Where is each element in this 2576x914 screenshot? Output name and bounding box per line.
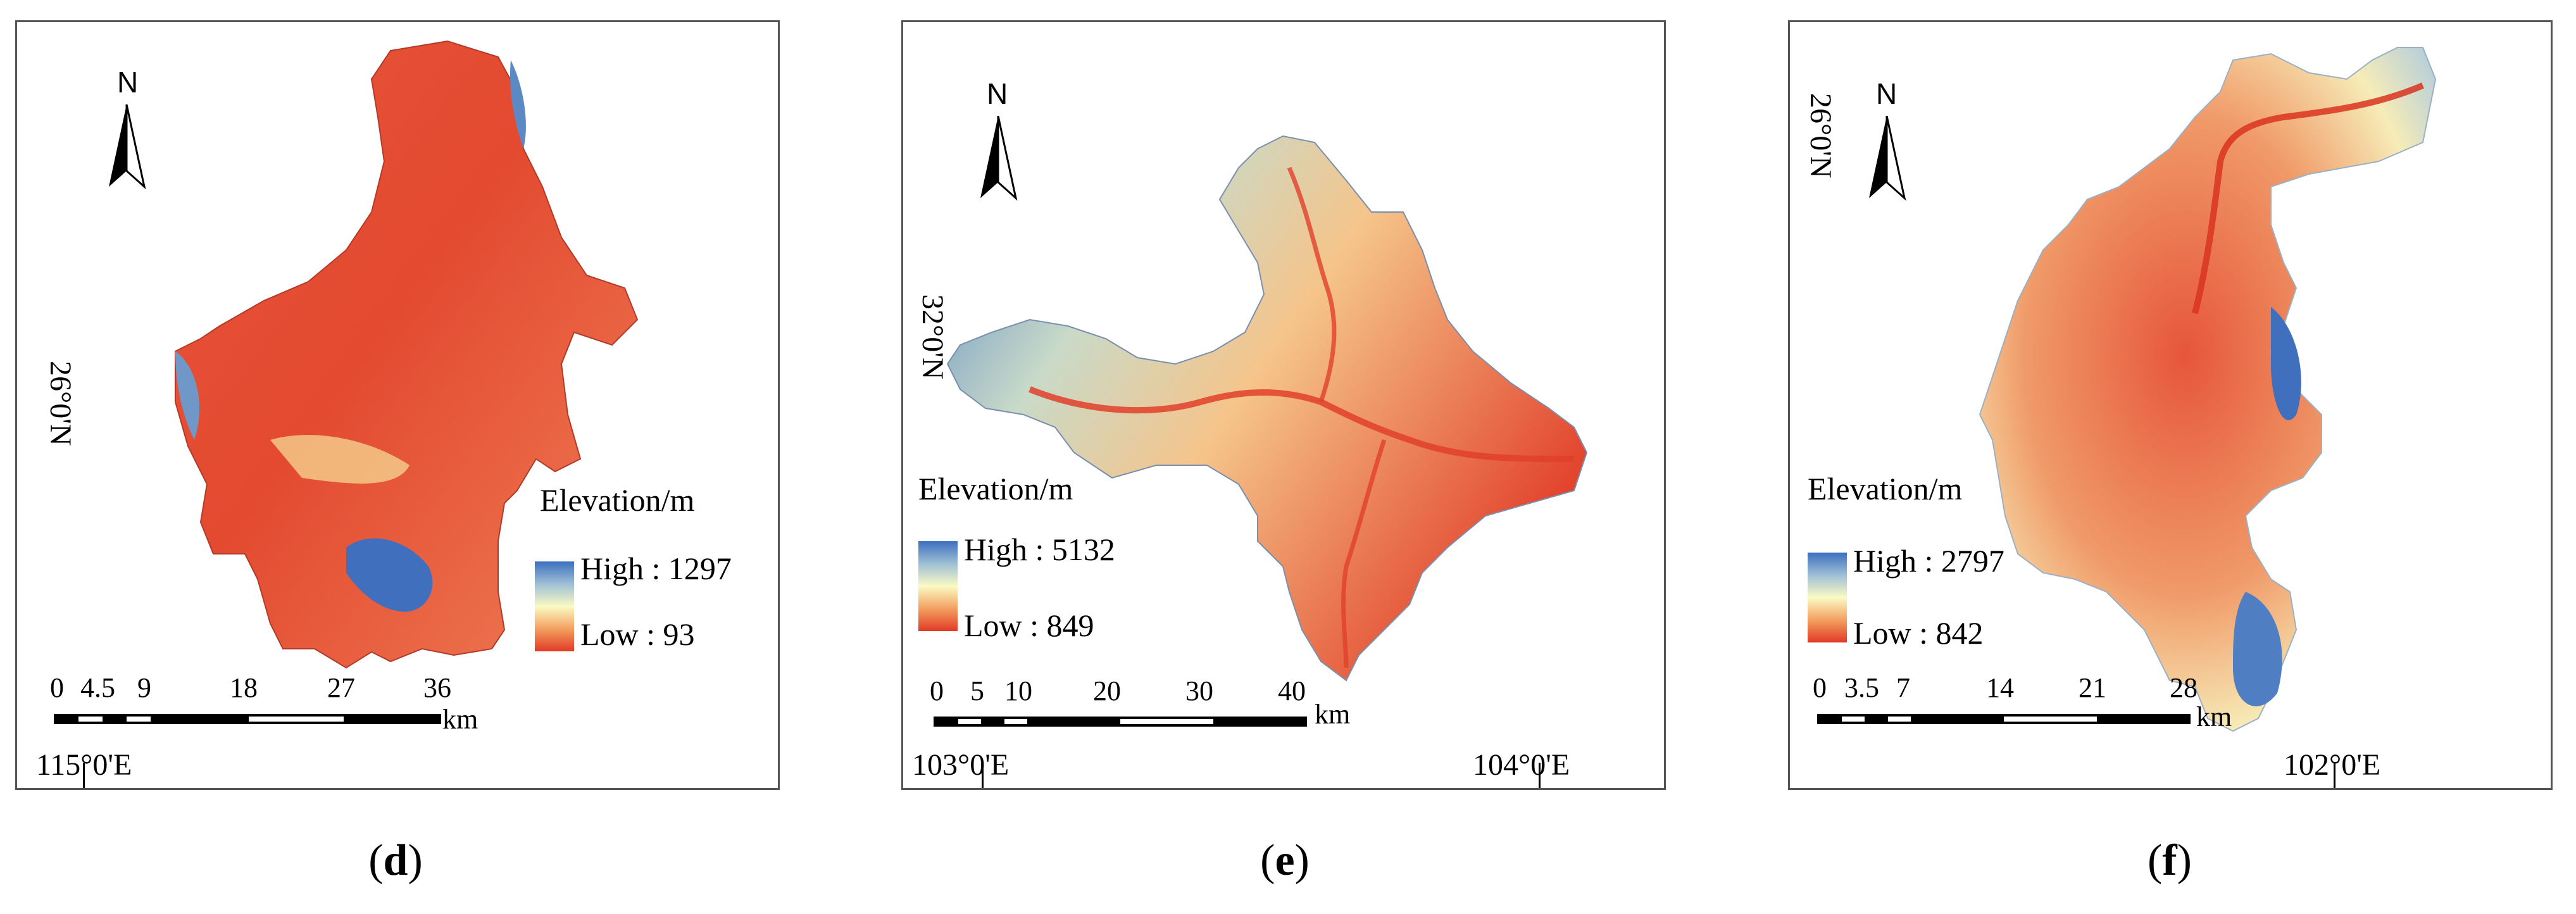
- legend-high-f: High : 2797: [1853, 543, 2004, 579]
- scale-tick-f-0: 0: [1813, 672, 1827, 703]
- terrain-polygon-d: [175, 40, 639, 669]
- highland-patch-d3: [510, 60, 526, 149]
- scale-tick-f-1: 3.5: [1844, 672, 1879, 703]
- scale-tick-e-0: 0: [930, 675, 944, 706]
- scale-tick-f-4: 21: [2079, 672, 2106, 703]
- scale-tick-e-5: 40: [1278, 675, 1306, 706]
- lon-tick-f: [2334, 763, 2335, 788]
- longitude-label-f-0: 102°0'E: [2284, 748, 2381, 782]
- north-label-f: N: [1876, 77, 1898, 110]
- scale-bar-e: [934, 717, 1307, 727]
- legend-title-e: Elevation/m: [918, 471, 1073, 506]
- legend-low-d: Low : 93: [580, 617, 695, 652]
- highland-patch-f2: [2233, 592, 2282, 706]
- elevation-map-e: [946, 135, 1588, 682]
- scale-tick-e-3: 20: [1093, 675, 1121, 706]
- longitude-label-d-0: 115°0'E: [36, 748, 132, 782]
- north-arrow-icon-f: [1869, 116, 1906, 201]
- lon-tick-e-1: [1539, 763, 1541, 788]
- legend-ramp-d: [535, 561, 574, 651]
- valley-patch-d: [270, 435, 410, 484]
- scale-tick-e-1: 5: [970, 675, 984, 706]
- terrain-polygon-e: [946, 135, 1588, 682]
- scale-tick-f-3: 14: [1986, 672, 2014, 703]
- legend-low-e: Low : 849: [964, 608, 1094, 643]
- river-e-north: [1287, 166, 1337, 403]
- longitude-label-e-1: 104°0'E: [1473, 748, 1570, 782]
- map-panel-f: N 26°0'N Elevation/m High : 2797 Low : 8…: [1788, 20, 2553, 790]
- legend-ramp-f: [1808, 553, 1847, 642]
- legend-title-f: Elevation/m: [1808, 471, 1963, 506]
- north-arrow-icon-e: [980, 116, 1018, 201]
- river-f-main: [2192, 82, 2424, 315]
- longitude-label-e-0: 103°0'E: [912, 748, 1010, 782]
- scale-tick-d-3: 18: [230, 672, 258, 703]
- scale-bar-d: [54, 714, 441, 724]
- latitude-label-d: 26°0'N: [44, 361, 77, 446]
- scale-tick-d-0: 0: [50, 672, 64, 703]
- lon-tick-d: [83, 763, 85, 788]
- scale-tick-d-5: 36: [423, 672, 451, 703]
- north-label-e: N: [987, 77, 1008, 110]
- panel-caption-f: (f): [2148, 836, 2192, 885]
- scale-tick-d-4: 27: [327, 672, 355, 703]
- latitude-label-e: 32°0'N: [916, 294, 949, 380]
- elevation-map-d: [175, 40, 639, 669]
- scale-bar-f: [1817, 714, 2191, 724]
- scale-unit-f: km: [2196, 701, 2232, 732]
- scale-unit-e: km: [1315, 699, 1351, 730]
- legend-low-f: Low : 842: [1853, 615, 1984, 651]
- scale-unit-d: km: [442, 704, 478, 735]
- north-label-d: N: [117, 66, 139, 99]
- scale-tick-d-2: 9: [137, 672, 151, 703]
- elevation-map-f: [1979, 47, 2437, 732]
- scale-tick-e-4: 30: [1185, 675, 1213, 706]
- legend-high-d: High : 1297: [580, 551, 732, 586]
- legend-high-e: High : 5132: [964, 532, 1115, 567]
- terrain-polygon-f: [1979, 47, 2437, 732]
- map-panel-e: N 32°0'N Elevation/m High : 5132 Low : 8…: [901, 20, 1666, 790]
- highland-patch-d1: [346, 538, 433, 612]
- scale-tick-d-1: 4.5: [80, 672, 115, 703]
- north-arrow-icon-d: [109, 104, 146, 190]
- highland-patch-f1: [2271, 307, 2301, 420]
- legend-ramp-e: [918, 541, 958, 631]
- scale-tick-e-2: 10: [1004, 675, 1032, 706]
- panel-caption-e: (e): [1260, 836, 1310, 885]
- highland-patch-d2: [175, 351, 200, 440]
- legend-title-d: Elevation/m: [540, 482, 695, 518]
- river-e-main: [1029, 386, 1575, 462]
- scale-tick-f-2: 7: [1896, 672, 1910, 703]
- river-e-south: [1341, 439, 1387, 668]
- latitude-label-f: 26°0'N: [1804, 93, 1837, 178]
- map-panel-d: N 26°0'N Elevation/m High : 1297 Low : 9…: [15, 20, 780, 790]
- scale-tick-f-5: 28: [2170, 672, 2198, 703]
- panel-caption-d: (d): [368, 836, 423, 885]
- lon-tick-e-0: [982, 763, 984, 788]
